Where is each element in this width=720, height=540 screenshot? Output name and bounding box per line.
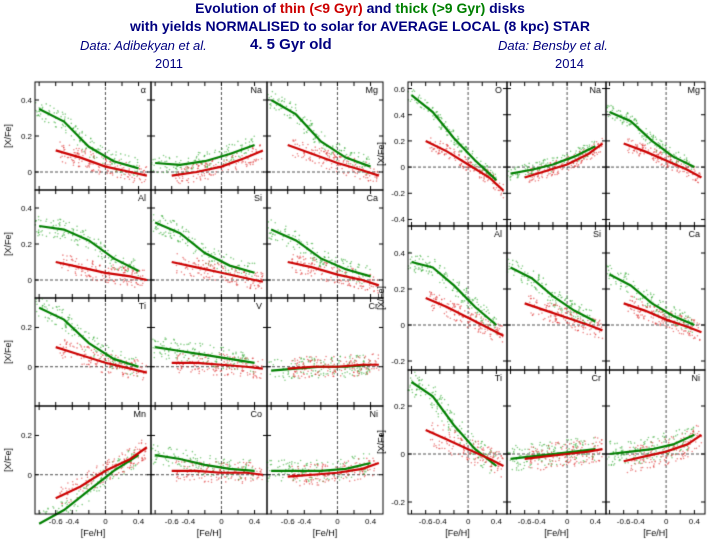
chart-canvas: [0, 0, 720, 540]
